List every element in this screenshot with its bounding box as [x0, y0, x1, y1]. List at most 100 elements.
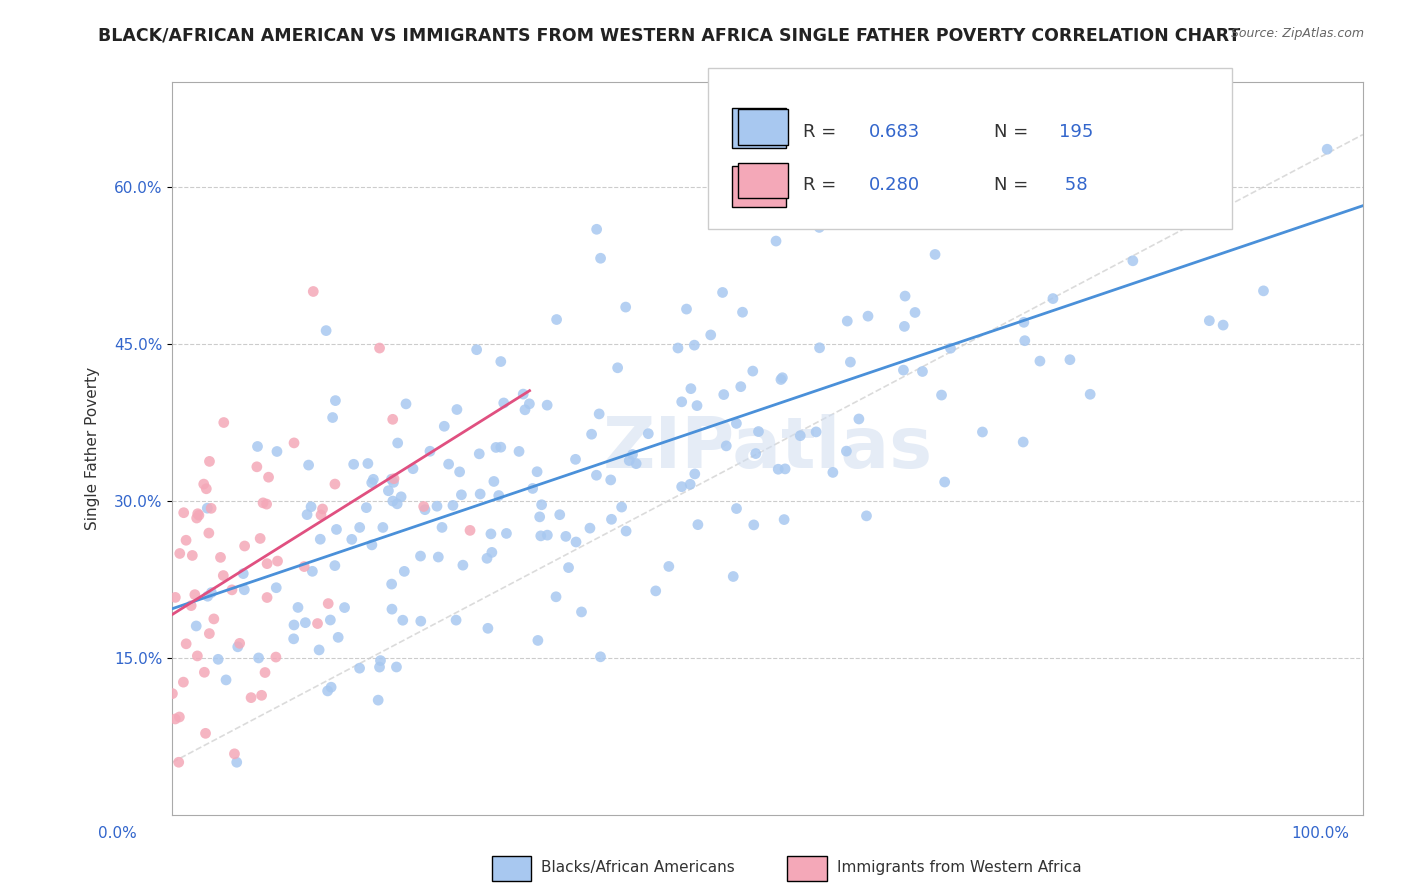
Point	[1012, 435, 1035, 450]
Point	[367, 693, 389, 707]
Point	[530, 498, 553, 512]
Text: 0.280: 0.280	[869, 176, 920, 194]
Point	[599, 473, 621, 487]
Point	[357, 457, 380, 471]
Point	[1078, 387, 1101, 401]
Point	[389, 490, 412, 504]
Point	[789, 428, 811, 442]
Point	[385, 497, 408, 511]
Text: 58: 58	[1059, 176, 1088, 194]
Point	[621, 448, 644, 462]
Point	[180, 599, 202, 613]
Point	[489, 354, 512, 368]
Point	[855, 508, 877, 523]
Point	[679, 477, 702, 491]
Point	[508, 444, 530, 458]
Point	[381, 412, 404, 426]
Point	[360, 538, 382, 552]
FancyBboxPatch shape	[738, 110, 787, 145]
Point	[610, 500, 633, 514]
Point	[294, 615, 316, 630]
Point	[644, 583, 666, 598]
Point	[433, 419, 456, 434]
Text: 0.0%: 0.0%	[98, 827, 138, 841]
Point	[368, 341, 391, 355]
Point	[200, 585, 222, 599]
Point	[1014, 334, 1036, 348]
Point	[564, 452, 586, 467]
Point	[319, 613, 342, 627]
Point	[773, 462, 796, 476]
Point	[893, 319, 915, 334]
Text: R =: R =	[803, 176, 842, 194]
Text: N =: N =	[994, 176, 1033, 194]
Text: R =: R =	[803, 122, 842, 141]
Point	[773, 512, 796, 526]
Point	[468, 447, 491, 461]
Point	[323, 558, 346, 573]
Point	[252, 496, 274, 510]
Point	[246, 459, 269, 474]
Point	[742, 517, 765, 532]
Point	[256, 497, 278, 511]
Point	[395, 397, 418, 411]
Point	[529, 509, 551, 524]
Point	[808, 220, 831, 235]
Point	[713, 387, 735, 401]
Point	[1042, 292, 1064, 306]
Point	[890, 201, 912, 215]
Point	[495, 526, 517, 541]
Point	[904, 305, 927, 319]
Point	[579, 521, 602, 535]
Point	[207, 652, 229, 666]
Point	[381, 494, 404, 508]
Point	[186, 619, 208, 633]
Point	[256, 591, 278, 605]
Point	[924, 247, 946, 261]
Point	[699, 327, 721, 342]
Point	[856, 309, 879, 323]
Point	[458, 524, 481, 538]
Point	[683, 338, 706, 352]
Point	[264, 650, 287, 665]
Point	[370, 654, 392, 668]
Point	[589, 649, 612, 664]
Point	[808, 341, 831, 355]
Point	[349, 661, 371, 675]
Point	[173, 506, 195, 520]
Point	[821, 466, 844, 480]
Point	[413, 502, 436, 516]
FancyBboxPatch shape	[738, 163, 787, 198]
Point	[1018, 128, 1040, 142]
Point	[333, 600, 356, 615]
Point	[187, 508, 209, 523]
Point	[835, 444, 858, 458]
Point	[489, 440, 512, 454]
Point	[381, 577, 404, 591]
Point	[186, 511, 208, 525]
Point	[679, 382, 702, 396]
FancyBboxPatch shape	[709, 68, 1232, 228]
Point	[716, 439, 738, 453]
Point	[307, 616, 329, 631]
Point	[409, 614, 432, 628]
Point	[283, 632, 305, 646]
Point	[202, 612, 225, 626]
Point	[356, 500, 378, 515]
Point	[309, 533, 332, 547]
Point	[741, 364, 763, 378]
Point	[249, 532, 271, 546]
Point	[893, 363, 915, 377]
Point	[225, 756, 247, 770]
Point	[557, 560, 579, 574]
Point	[226, 640, 249, 654]
Y-axis label: Single Father Poverty: Single Father Poverty	[86, 367, 100, 530]
Point	[972, 425, 994, 439]
Point	[315, 324, 337, 338]
Point	[1012, 315, 1035, 329]
Point	[600, 512, 623, 526]
Point	[308, 643, 330, 657]
Point	[301, 564, 323, 578]
Point	[544, 590, 567, 604]
Point	[382, 475, 405, 490]
